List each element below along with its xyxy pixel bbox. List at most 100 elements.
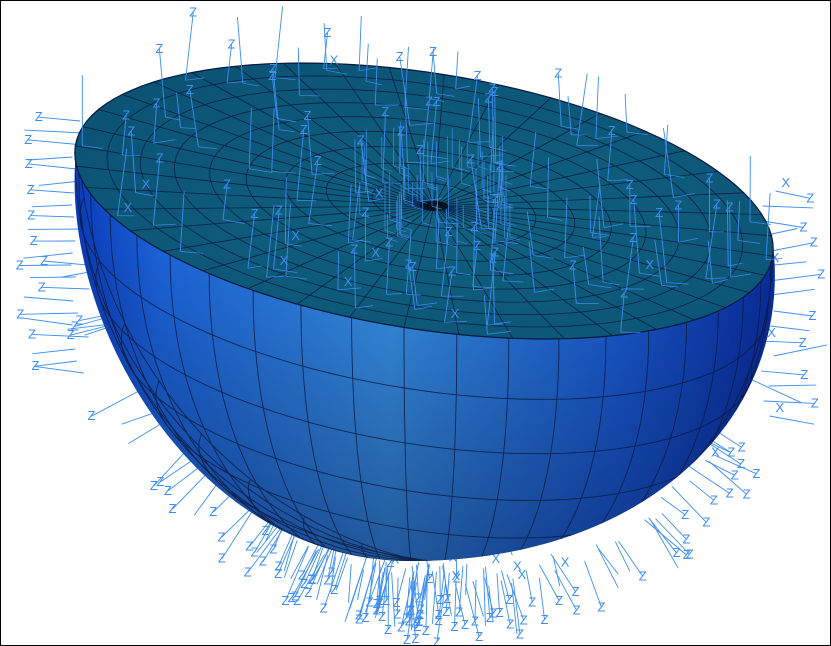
- axis-triad-line: [505, 222, 517, 226]
- axis-triad-line: [400, 235, 411, 239]
- axis-label-x: X: [492, 551, 501, 566]
- axis-triad-line: [483, 200, 494, 204]
- axis-triad-line: [678, 238, 698, 243]
- axis-triad-line: [247, 265, 263, 269]
- axis-label-z: Z: [491, 245, 499, 260]
- axis-triad-line: [588, 284, 612, 289]
- mesh-meridian-line: [351, 317, 423, 561]
- axis-triad-line: [122, 154, 141, 156]
- axis-triad-line: [35, 360, 77, 367]
- axis-triad-line: [274, 6, 284, 78]
- axis-label-z: Z: [425, 94, 433, 109]
- axis-triad-line: [538, 577, 546, 621]
- axis-triad-line: [376, 569, 386, 611]
- top-face-spoke: [191, 72, 435, 207]
- axis-label-x: X: [291, 228, 300, 243]
- axis-triad-line: [404, 107, 428, 110]
- top-face-spoke: [122, 94, 435, 207]
- axis-triad-line: [384, 230, 396, 234]
- axis-label-z: Z: [393, 606, 401, 621]
- axis-label-x: X: [518, 567, 527, 582]
- axis-triad-line: [663, 124, 669, 175]
- axis-triad-line: [364, 557, 387, 613]
- axis-triad-line: [595, 544, 619, 589]
- axis-triad-line: [494, 240, 518, 245]
- axis-label-z: Z: [436, 592, 444, 607]
- axis-triad-line: [662, 127, 674, 198]
- axis-triad-line: [323, 553, 344, 609]
- axis-label-z: Z: [673, 545, 681, 560]
- axis-triad-line: [483, 568, 486, 626]
- axis-label-z: Z: [451, 619, 459, 634]
- axis-triad-line: [335, 557, 349, 591]
- axis-triad-line: [31, 215, 75, 218]
- axis-triad-line: [595, 135, 619, 140]
- axis-triad-line: [24, 129, 84, 134]
- axis-triad-line: [430, 102, 438, 164]
- axis-triad-line: [607, 130, 613, 181]
- mesh-meridian-line: [421, 334, 458, 561]
- axis-triad-line: [597, 548, 619, 575]
- axis-triad-line: [552, 556, 561, 587]
- axis-triad-line: [737, 239, 761, 244]
- axis-triad-line: [765, 258, 783, 260]
- axis-label-z: Z: [169, 501, 177, 516]
- axis-label-x: X: [711, 444, 720, 459]
- axis-triad-line: [494, 91, 497, 164]
- axis-label-z: Z: [155, 41, 163, 56]
- axis-triad-line: [661, 512, 687, 540]
- axis-triad-line: [172, 471, 209, 510]
- axis-triad-line: [271, 75, 278, 119]
- axis-triad-line: [489, 147, 507, 152]
- axis-triad-line: [671, 486, 707, 523]
- axis-triad-line: [277, 118, 297, 123]
- axis-label-z: Z: [412, 631, 420, 645]
- axis-triad-line: [472, 227, 475, 291]
- axis-triad-line: [737, 200, 741, 241]
- axis-triad-line: [485, 566, 491, 619]
- axis-label-z: Z: [269, 61, 277, 76]
- top-face-spoke: [283, 63, 435, 207]
- axis-triad-line: [487, 331, 511, 335]
- top-face-spoke: [433, 192, 744, 207]
- axis-triad-line: [454, 583, 466, 626]
- axis-triad-line: [458, 566, 464, 613]
- axis-label-z: Z: [186, 82, 194, 97]
- axis-triad-line: [438, 570, 445, 622]
- axis-label-z: Z: [30, 233, 38, 248]
- axis-triad-line: [409, 122, 434, 126]
- axis-triad-line: [410, 581, 416, 639]
- axis-triad-line: [626, 237, 634, 289]
- axis-label-z: Z: [362, 204, 370, 219]
- axis-triad-line: [649, 519, 679, 569]
- axis-triad-line: [82, 145, 103, 149]
- axis-triad-line: [408, 264, 416, 310]
- axis-label-z: Z: [88, 408, 96, 423]
- top-face-spoke: [403, 205, 435, 328]
- axis-triad-line: [463, 227, 474, 231]
- axis-triad-line: [456, 240, 467, 245]
- axis-triad-line: [419, 149, 422, 201]
- axis-triad-line: [366, 80, 382, 86]
- axis-triad-line: [404, 91, 408, 163]
- axis-triad-line: [486, 252, 496, 326]
- axis-triad-line: [368, 198, 384, 202]
- top-face-spoke: [75, 145, 435, 207]
- axis-triad-line: [502, 181, 513, 185]
- axis-triad-line: [222, 184, 228, 220]
- axis-label-z: Z: [737, 456, 745, 471]
- axis-triad-line: [618, 540, 644, 577]
- axis-label-z: Z: [710, 492, 718, 507]
- axis-label-z: Z: [122, 108, 130, 123]
- axis-label-z: Z: [726, 199, 734, 214]
- axis-triad-line: [476, 223, 487, 227]
- axis-triad-line: [490, 269, 514, 275]
- axis-triad-line: [167, 464, 203, 492]
- axis-triad-line: [534, 288, 555, 293]
- axis-triad-line: [38, 116, 81, 122]
- axis-triad-line: [153, 103, 158, 144]
- top-face-spoke: [153, 81, 435, 207]
- axis-triad-line: [688, 465, 731, 494]
- axis-label-x: X: [142, 177, 151, 192]
- axis-triad-line: [557, 73, 562, 127]
